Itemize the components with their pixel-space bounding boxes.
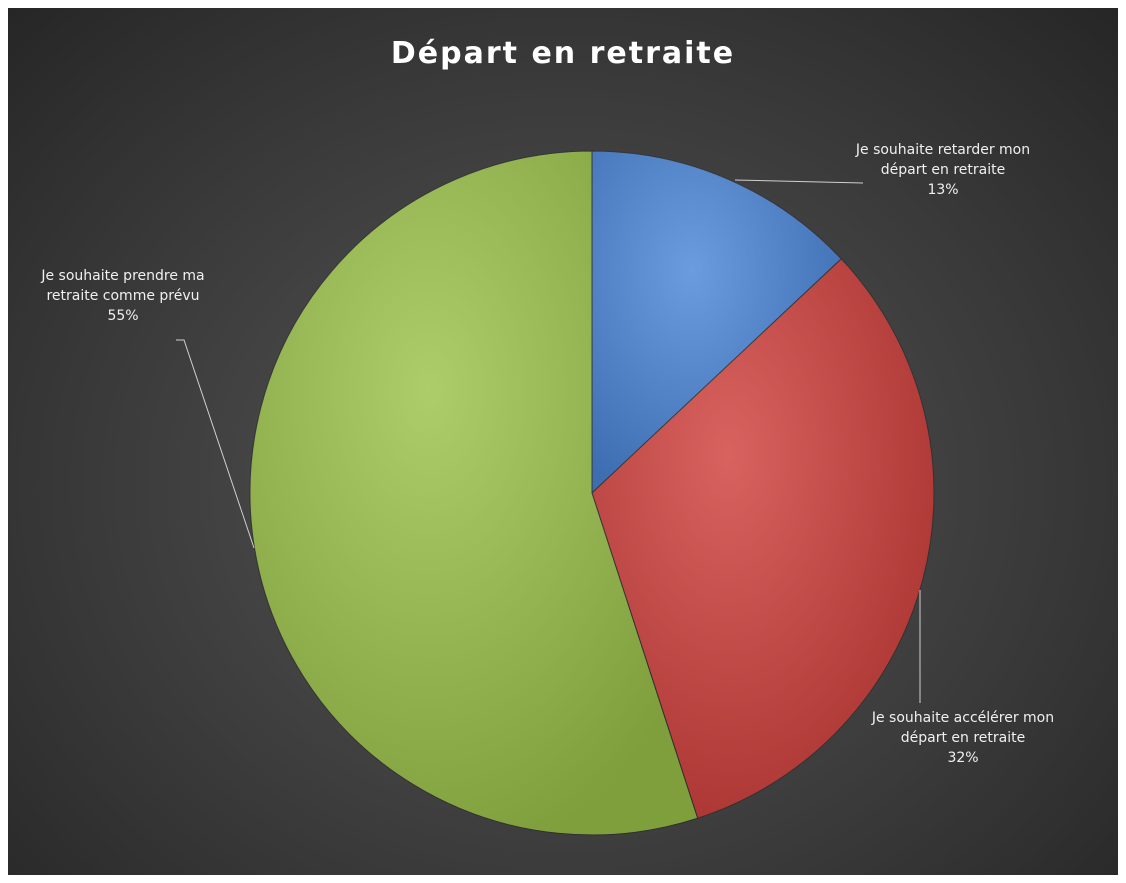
- chart-title: Départ en retraite: [390, 36, 736, 71]
- value-label: 13%: [927, 182, 959, 198]
- data-label: Je souhaite prendre ma retraite comme pr…: [38, 266, 208, 326]
- leader-line: [734, 179, 864, 184]
- value-label: 55%: [107, 308, 139, 324]
- chart: Départ en retraite Je souhaite retarder …: [8, 8, 1118, 875]
- slice-shade: [249, 151, 698, 836]
- data-label: Je souhaite retarder mon départ en retra…: [848, 140, 1038, 200]
- value-label: 32%: [947, 750, 979, 766]
- pie-area: [176, 150, 935, 836]
- data-label: Je souhaite accélérer mon départ en retr…: [863, 708, 1063, 768]
- category-label: Je souhaite retarder mon départ en retra…: [855, 142, 1031, 178]
- slice-shade: [592, 151, 842, 493]
- slice-shade: [592, 258, 934, 819]
- category-label: Je souhaite prendre ma retraite comme pr…: [41, 268, 205, 304]
- category-label: Je souhaite accélérer mon départ en retr…: [871, 710, 1055, 746]
- leader-line: [176, 339, 255, 549]
